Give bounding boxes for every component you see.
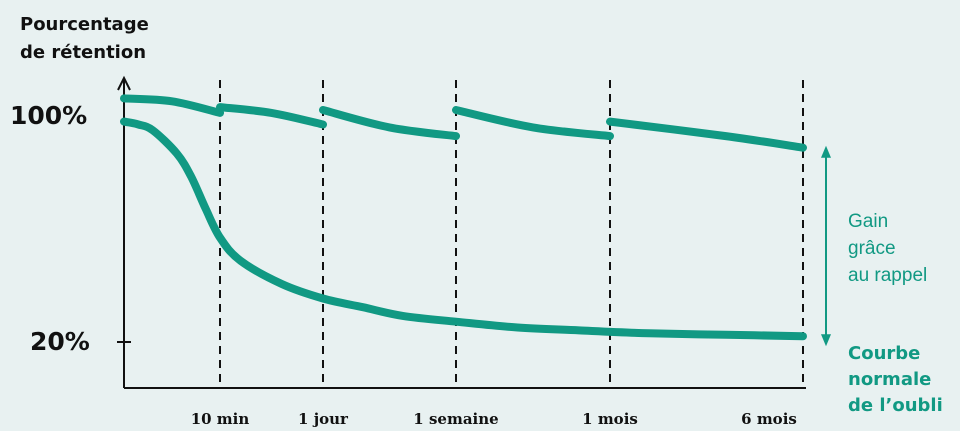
recall-curve-segment-2 [216,103,327,129]
axes [117,75,806,389]
recall-curve-segment-3 [319,106,460,141]
x-tick-label-5: 6 mois [741,410,797,428]
gain-annotation: Gain grâce au rappel [821,145,927,347]
normal-curve-label-line-1: Courbe [848,343,920,364]
y-tick-label-100: 100% [10,101,87,130]
normal-curve-label-line-3: de l’oubli [848,395,943,416]
normal-curve-label-line-2: normale [848,369,931,390]
y-axis-label-line-1: Pourcentage [20,14,149,35]
gain-label-line-3: au rappel [848,265,927,286]
normal-curve-legend: Courbe normale de l’oubli [848,343,943,416]
recall-curve-segment-5 [606,117,807,152]
series-lines [120,94,807,341]
recall-curve-segment-4 [452,106,614,141]
recall-curve-segment-1 [120,94,224,117]
x-tick-label-2: 1 jour [298,410,349,428]
x-tick-label-1: 10 min [191,410,250,428]
gain-arrow-head-bottom [821,334,831,347]
x-tick-label-3: 1 semaine [413,410,498,428]
gain-label-line-1: Gain [848,211,888,232]
x-tick-label-4: 1 mois [582,410,638,428]
y-axis-arrow [117,75,131,91]
normal-forgetting-curve [120,117,807,341]
x-tick-labels: 10 min 1 jour 1 semaine 1 mois 6 mois [191,410,797,428]
y-tick-label-20: 20% [30,327,90,356]
gain-label-line-2: grâce [848,238,896,259]
y-axis-label-line-2: de rétention [20,42,146,63]
gain-arrow-head-top [821,145,831,158]
